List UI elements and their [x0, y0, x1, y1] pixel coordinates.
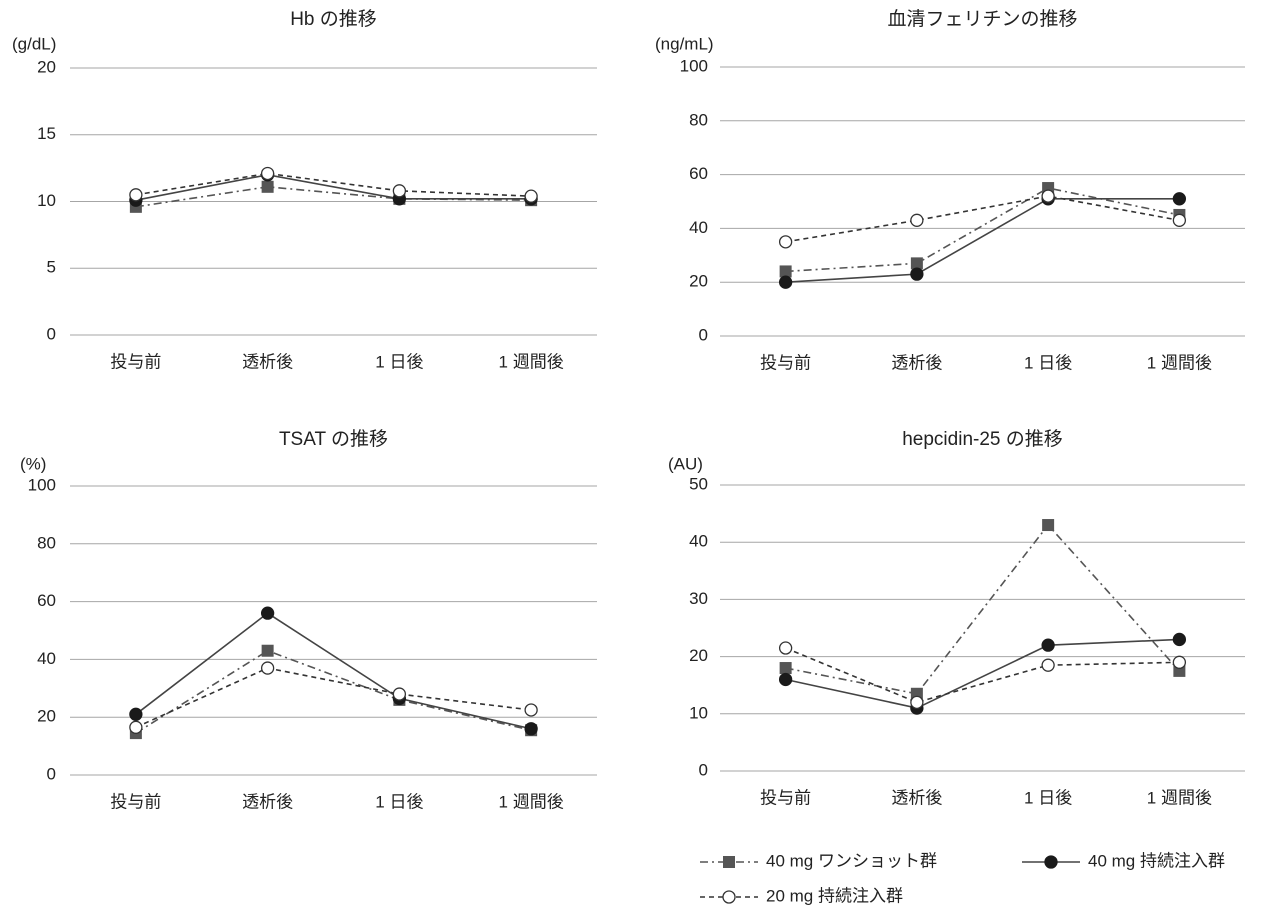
- data-point: [261, 644, 274, 657]
- x-tick-label: 1 日後: [1024, 788, 1072, 807]
- y-tick-label: 15: [37, 124, 56, 143]
- series-line: [135, 649, 532, 734]
- x-tick-label: 透析後: [242, 352, 293, 371]
- data-point: [910, 267, 924, 281]
- chart-title: 血清フェリチンの推移: [887, 8, 1077, 30]
- x-tick-label: 投与前: [110, 352, 161, 371]
- chart-title: TSAT の推移: [279, 428, 388, 450]
- series-line: [135, 186, 532, 208]
- series-line: [135, 173, 532, 201]
- y-tick-label: 0: [47, 324, 56, 343]
- data-point: [778, 672, 793, 687]
- chart-title: hepcidin-25 の推移: [902, 428, 1063, 450]
- legend-marker: [722, 890, 736, 904]
- legend-marker: [1044, 855, 1058, 869]
- y-tick-label: 80: [37, 533, 56, 552]
- x-tick-label: 1 週間後: [1147, 788, 1212, 807]
- x-tick-label: 投与前: [760, 788, 811, 807]
- data-point: [129, 720, 143, 734]
- x-tick-label: 1 週間後: [499, 792, 564, 811]
- x-tick-label: 投与前: [760, 353, 811, 372]
- data-point: [779, 265, 792, 278]
- y-tick-label: 60: [689, 164, 708, 183]
- y-tick-label: 20: [689, 272, 708, 291]
- x-tick-label: 1 週間後: [499, 352, 564, 371]
- series-line: [135, 667, 532, 729]
- data-point: [910, 257, 923, 270]
- series-line: [785, 523, 1180, 695]
- series-line: [135, 172, 532, 197]
- data-point: [779, 662, 792, 675]
- series-line: [785, 187, 1180, 273]
- y-tick-label: 30: [689, 589, 708, 608]
- y-axis-label: (AU): [668, 454, 703, 473]
- data-point: [261, 180, 274, 193]
- y-tick-label: 20: [37, 707, 56, 726]
- y-tick-label: 20: [37, 57, 56, 76]
- data-point: [524, 189, 538, 203]
- series-line: [785, 198, 1180, 283]
- y-tick-label: 20: [689, 646, 708, 665]
- x-tick-label: 透析後: [891, 353, 942, 372]
- data-point: [129, 707, 143, 721]
- series-line: [785, 647, 1180, 704]
- series-line: [135, 612, 532, 730]
- y-tick-label: 0: [699, 760, 708, 779]
- y-tick-label: 40: [689, 218, 708, 237]
- x-tick-label: 1 日後: [1024, 353, 1072, 372]
- x-tick-label: 1 週間後: [1147, 353, 1212, 372]
- series-line: [785, 638, 1180, 709]
- data-point: [260, 606, 275, 620]
- data-point: [392, 687, 407, 701]
- y-tick-label: 0: [47, 764, 56, 783]
- y-tick-label: 100: [680, 56, 708, 75]
- y-tick-label: 50: [689, 474, 708, 493]
- x-tick-label: 投与前: [110, 792, 161, 811]
- data-point: [910, 695, 924, 710]
- data-point: [778, 641, 793, 655]
- x-tick-label: 透析後: [242, 792, 293, 811]
- x-tick-label: 透析後: [891, 788, 942, 807]
- data-point: [260, 661, 275, 675]
- data-point: [129, 188, 143, 202]
- data-point: [1172, 632, 1187, 647]
- data-point: [1041, 658, 1055, 672]
- legend-label: 40 mg 持続注入群: [1088, 851, 1225, 870]
- data-point: [524, 722, 538, 736]
- data-point: [260, 166, 275, 181]
- data-point: [1041, 638, 1055, 652]
- y-tick-label: 40: [689, 532, 708, 551]
- x-tick-label: 1 日後: [375, 792, 423, 811]
- data-point: [1172, 192, 1187, 206]
- data-point: [910, 213, 924, 227]
- y-tick-label: 10: [37, 191, 56, 210]
- y-tick-label: 0: [699, 325, 708, 344]
- legend-marker: [723, 856, 735, 868]
- legend-label: 20 mg 持続注入群: [766, 886, 903, 905]
- data-point: [778, 275, 793, 289]
- y-axis-label: (ng/mL): [655, 34, 714, 53]
- series-line: [785, 195, 1180, 243]
- y-axis-label: (%): [20, 454, 46, 473]
- legend-label: 40 mg ワンショット群: [766, 851, 937, 870]
- data-point: [392, 184, 407, 198]
- y-tick-label: 5: [47, 258, 56, 277]
- data-point: [524, 703, 538, 717]
- data-point: [1042, 519, 1055, 532]
- y-tick-label: 100: [28, 475, 56, 494]
- data-point: [1172, 655, 1187, 669]
- y-axis-label: (g/dL): [12, 34, 56, 53]
- y-tick-label: 10: [689, 703, 708, 722]
- y-tick-label: 40: [37, 649, 56, 668]
- data-point: [1041, 189, 1055, 203]
- data-point: [778, 235, 793, 249]
- chart-title: Hb の推移: [290, 8, 377, 30]
- y-tick-label: 60: [37, 591, 56, 610]
- x-tick-label: 1 日後: [375, 352, 423, 371]
- data-point: [1172, 213, 1187, 227]
- y-tick-label: 80: [689, 110, 708, 129]
